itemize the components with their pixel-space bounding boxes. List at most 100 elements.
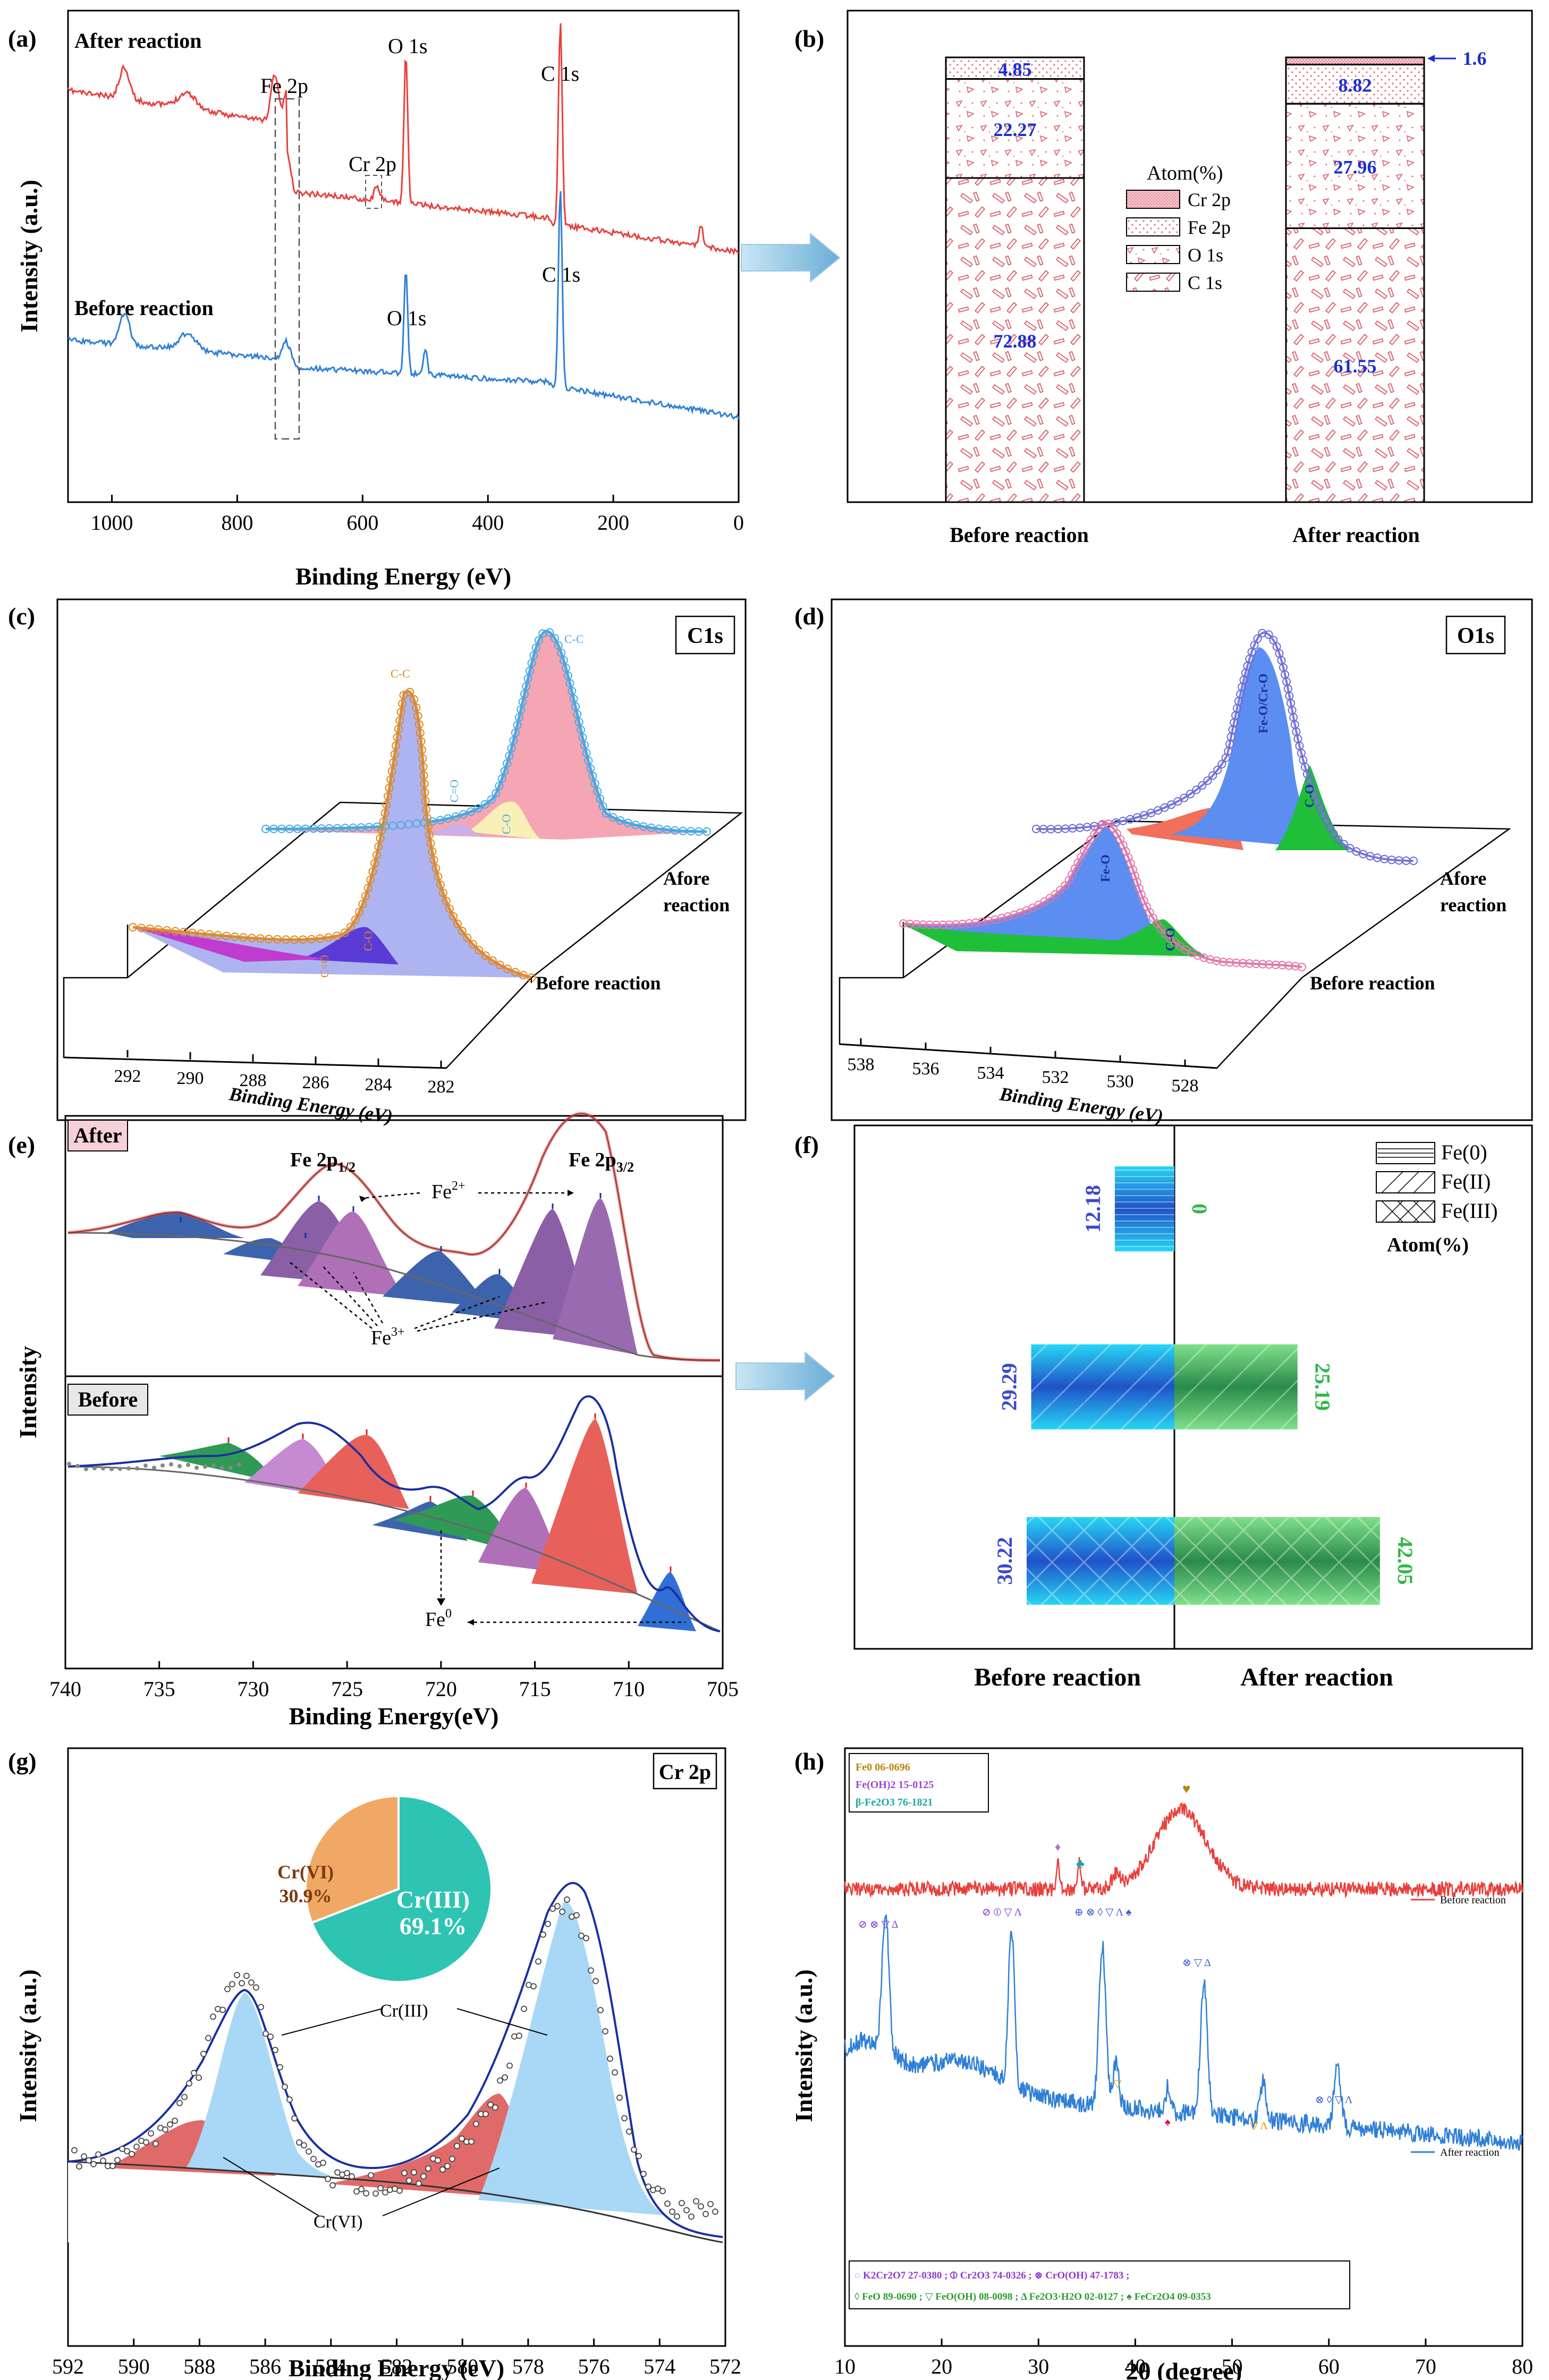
g-data-marker	[373, 2190, 379, 2197]
plot-frame-h	[844, 1747, 1523, 2347]
category-label-before-f: Before reaction	[974, 1663, 1141, 1691]
d-front-marker	[1218, 958, 1228, 967]
g-data-marker	[377, 2185, 384, 2192]
bar-segment-c-0	[945, 177, 1085, 503]
g-data-marker	[148, 2130, 154, 2137]
title-box-g	[653, 1752, 717, 1790]
g-data-marker	[583, 1935, 589, 1942]
x-axis-e-tick-label: 730	[237, 1677, 269, 1701]
d-front-marker	[1212, 956, 1221, 965]
x-axis-label-a: Binding Energy (eV)	[295, 563, 511, 590]
c-front-marker	[340, 928, 349, 937]
g-data-marker	[205, 2035, 211, 2042]
c-back-marker	[492, 789, 501, 798]
g-data-marker	[229, 1981, 235, 1988]
c-front-marker	[421, 797, 430, 806]
c-front-marker	[316, 934, 325, 943]
g-data-marker	[497, 2077, 503, 2084]
g-data-marker	[224, 1986, 231, 1993]
x-axis-ticks-c: 292 290 288 286 284 282	[114, 1050, 455, 1097]
d-back-marker	[1345, 844, 1355, 853]
x-axis-g-tick-label: 580	[446, 2354, 478, 2378]
d-front-marker	[958, 919, 967, 928]
legend-bottom-1: ◌ K2Cr2O7 27-0380 ; ⦶ Cr2O3 74-0326 ; ⊗ …	[854, 2270, 1130, 2281]
panel-label-g: (g)	[8, 1748, 37, 1775]
c-front-marker	[458, 927, 467, 935]
g-data-marker	[655, 2185, 661, 2192]
c-back-marker	[518, 697, 527, 706]
g-data-marker	[712, 2208, 718, 2215]
legend-label-fe: Fe 2p	[1188, 217, 1231, 238]
c-back-marker	[586, 764, 595, 773]
g-data-marker	[578, 1932, 585, 1939]
g-data-marker	[153, 2140, 159, 2147]
c-front-marker	[387, 767, 396, 776]
d-front-marker	[1271, 960, 1280, 969]
c-front-marker	[438, 888, 447, 897]
c-front-marker	[265, 935, 273, 944]
d-front-marker	[1156, 924, 1165, 933]
c-front-marker	[419, 771, 428, 780]
label-cc-back: C-C	[564, 632, 584, 646]
arrow-e-to-f	[735, 1351, 835, 1402]
c-front-marker	[230, 932, 239, 941]
x-axis-label-e: Binding Energy(eV)	[289, 1703, 499, 1730]
c-back-marker	[588, 772, 597, 781]
d-back-feo-crO-peak	[1169, 647, 1339, 850]
d-back-marker	[1329, 829, 1338, 838]
g-data-marker	[181, 2094, 188, 2101]
g-data-marker	[286, 2096, 293, 2103]
c-front-marker	[390, 750, 399, 759]
pie-slice-crvi	[304, 1794, 400, 1924]
g-data-marker	[679, 2200, 685, 2207]
d-back-marker	[1173, 797, 1182, 806]
c-back-marker	[526, 666, 534, 675]
x-axis-ticks-d: 538 536 534 532 530 528	[848, 1038, 1199, 1096]
d-front-marker	[1291, 962, 1300, 971]
bar-segment-c-1	[1285, 227, 1425, 503]
c-back-marker	[596, 794, 605, 803]
plot-frame-e	[64, 1115, 724, 1670]
d-front-marker	[1238, 959, 1247, 968]
d-back-marker	[1186, 790, 1195, 799]
panel-label-f: (f)	[794, 1131, 819, 1158]
x-axis-c-tick-label: 282	[428, 1077, 455, 1097]
c-back-marker	[565, 679, 574, 688]
c-back-marker	[459, 810, 468, 819]
g-data-marker	[626, 2128, 632, 2135]
c-back-marker	[285, 824, 294, 833]
panel-d: (d) O1s Fe-O C-O Fe-O/Cr-O C-O Afore rea…	[794, 598, 1533, 1127]
c-back-marker	[577, 725, 585, 734]
d-data-markers	[899, 629, 1418, 971]
marker-bfe2o3: ♣	[1076, 1857, 1085, 1871]
title-g: Cr 2p	[659, 1760, 711, 1784]
d-front-marker	[938, 920, 947, 929]
before-reaction-survey-line	[67, 191, 740, 420]
c-back-marker	[647, 823, 656, 832]
c-front-marker	[171, 927, 180, 936]
c-back-marker	[593, 787, 602, 796]
category-label-after-f: After reaction	[1240, 1663, 1393, 1691]
series-label-afore-1-c: Afore	[663, 868, 709, 889]
x-axis-g-tick-label: 578	[512, 2354, 544, 2378]
g-data-marker	[234, 1971, 240, 1978]
c-back-marker	[663, 825, 672, 834]
e-before-marker	[84, 1467, 88, 1471]
x-axis-d-tick-label: 538	[848, 1055, 875, 1074]
xrd-phase-markers: ♥ ♦ ♣ ⊘ ⊗ ▽ Δ ⊘ ⦶ ▽ Λ ⊕ ⊗ ◊ ▽ Λ ♠ ⊗ ▽ Δ …	[858, 1781, 1353, 2132]
category-label-after: After reaction	[1292, 523, 1420, 547]
g-data-marker	[129, 2150, 135, 2157]
label-fecro-back: Fe-O/Cr-O	[1257, 674, 1271, 733]
d-front-marker	[932, 920, 941, 929]
c-back-marker	[569, 694, 578, 704]
e-before-fit-7	[531, 1419, 638, 1594]
e-before-marker	[152, 1466, 156, 1470]
x-axis-h-tick-label: 20	[931, 2354, 952, 2378]
g-data-marker	[119, 2146, 125, 2152]
g-data-marker	[277, 2064, 283, 2071]
e-before-marker	[228, 1466, 233, 1470]
c-back-c2o-peak	[425, 824, 484, 835]
c-back-marker	[480, 800, 489, 809]
d-front-marker	[1061, 881, 1070, 890]
c-data-markers	[129, 628, 711, 982]
